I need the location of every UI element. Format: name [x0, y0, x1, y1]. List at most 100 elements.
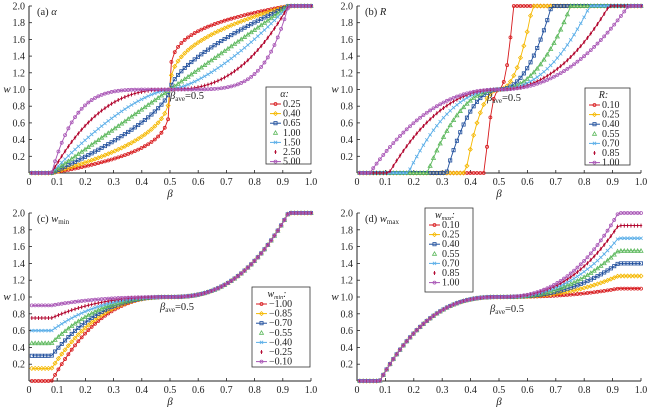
- data-point: [374, 161, 379, 166]
- data-point: [142, 95, 147, 100]
- data-point: [531, 3, 537, 9]
- data-point: [424, 110, 429, 115]
- data-point: [102, 152, 108, 158]
- x-axis-label: β: [495, 188, 502, 200]
- data-point: [83, 304, 87, 309]
- legend-marker: [258, 329, 265, 335]
- x-tick-label: 0.2: [79, 177, 92, 188]
- data-point: [83, 123, 87, 128]
- data-point: [450, 117, 457, 123]
- data-point: [152, 123, 158, 129]
- data-point: [451, 302, 456, 307]
- data-point: [478, 96, 483, 101]
- data-point: [113, 156, 117, 161]
- data-point: [626, 223, 629, 228]
- legend-item: 0.25: [589, 110, 620, 121]
- data-point: [172, 63, 178, 70]
- data-point: [471, 132, 477, 138]
- data-point: [253, 51, 256, 56]
- x-tick-label: 0.1: [51, 385, 64, 396]
- data-point: [53, 349, 58, 354]
- data-point: [615, 18, 620, 23]
- data-point: [551, 287, 557, 293]
- data-point: [172, 50, 177, 55]
- data-point: [594, 265, 601, 271]
- data-point: [72, 153, 78, 159]
- data-point: [232, 276, 237, 281]
- data-point: [159, 102, 164, 107]
- data-point: [572, 32, 576, 37]
- legend-item: −0.25: [260, 347, 292, 358]
- x-tick-label: 1.0: [635, 385, 648, 396]
- data-point: [544, 3, 550, 9]
- data-point: [592, 45, 597, 49]
- panel-a: 0 0.1 0.2 0.3 0.4 0.5 0.6 0.7 0.8 0.9 1.0 0.2 0.4 0.6…: [3, 2, 317, 201]
- data-point: [418, 148, 422, 153]
- data-point: [112, 301, 118, 306]
- data-point: [33, 316, 37, 320]
- y-tick-label: 2.0: [13, 2, 26, 13]
- legend-marker: [259, 359, 264, 364]
- data-point: [53, 302, 57, 307]
- data-point: [49, 303, 54, 308]
- data-point: [391, 141, 396, 146]
- data-point: [79, 323, 84, 328]
- legend-label: 0.70: [442, 258, 460, 269]
- data-point: [142, 104, 148, 110]
- data-point: [40, 316, 43, 320]
- data-point: [67, 144, 70, 149]
- data-point: [219, 39, 224, 44]
- data-point: [562, 282, 566, 286]
- data-point: [269, 21, 273, 26]
- data-point: [182, 76, 188, 82]
- data-point: [53, 372, 57, 377]
- data-point: [122, 118, 128, 124]
- data-point: [103, 121, 107, 126]
- data-point: [221, 48, 228, 53]
- data-point: [275, 15, 280, 19]
- data-point: [624, 247, 631, 253]
- y-tick-label: 1.8: [341, 225, 354, 236]
- data-point: [65, 325, 72, 331]
- x-tick-label: 0.5: [164, 177, 177, 188]
- data-point: [39, 328, 44, 333]
- data-point: [272, 43, 277, 47]
- panel-title: (b) R: [365, 7, 387, 18]
- data-point: [588, 251, 593, 256]
- data-point: [206, 82, 210, 87]
- legend-label: 0.65: [283, 118, 301, 129]
- data-point: [458, 300, 463, 304]
- x-tick-label: 0.6: [521, 177, 534, 188]
- data-point: [100, 108, 103, 113]
- data-point: [239, 81, 244, 85]
- data-point: [467, 146, 473, 153]
- data-point: [89, 325, 94, 329]
- data-point: [595, 243, 600, 247]
- data-point: [521, 293, 526, 298]
- data-point: [249, 262, 254, 267]
- data-point: [86, 163, 91, 168]
- legend-marker: [259, 321, 264, 326]
- data-point: [73, 314, 77, 319]
- data-point: [112, 125, 118, 131]
- data-point: [609, 234, 613, 239]
- data-point: [548, 7, 553, 12]
- data-point: [215, 41, 220, 46]
- data-point: [156, 90, 160, 95]
- data-point: [367, 170, 372, 175]
- data-point: [598, 263, 604, 268]
- data-point: [226, 73, 230, 78]
- data-point: [275, 228, 280, 233]
- data-point: [216, 78, 220, 83]
- legend-label: 0.25: [442, 230, 460, 241]
- data-point: [60, 311, 63, 316]
- data-point: [186, 86, 190, 91]
- data-point: [605, 228, 610, 233]
- data-point: [282, 218, 287, 222]
- legend-box: [584, 87, 631, 166]
- data-point: [425, 120, 428, 125]
- legend-item: −0.70: [256, 318, 292, 329]
- data-point: [132, 125, 137, 130]
- legend-label: 0.25: [602, 110, 620, 121]
- y-tick-label: 0.6: [341, 326, 354, 337]
